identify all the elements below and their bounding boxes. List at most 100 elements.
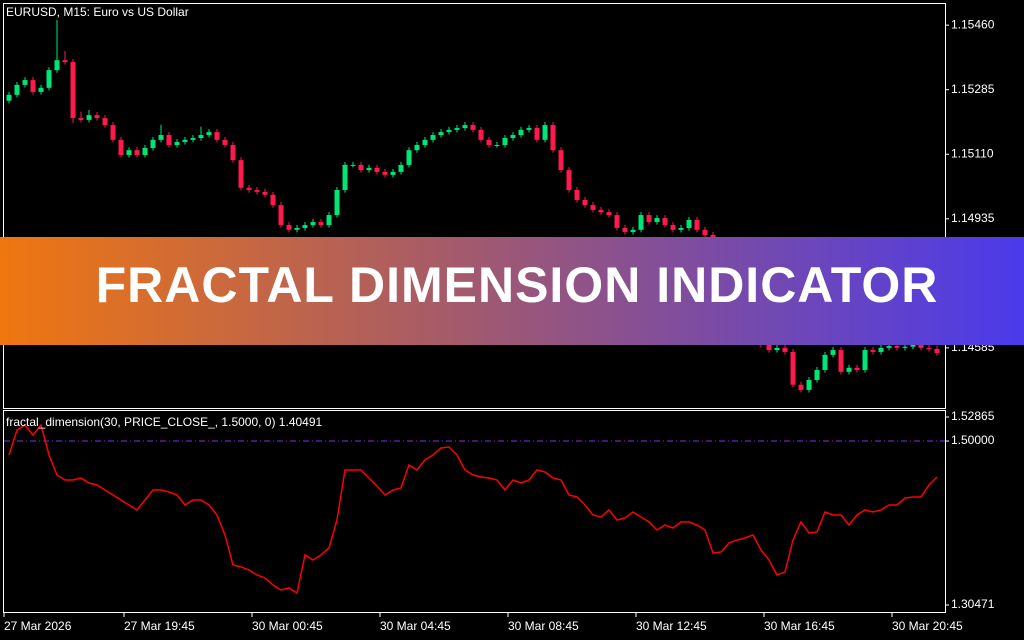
candle-body xyxy=(438,132,444,136)
candle-body xyxy=(678,228,684,230)
candle-body xyxy=(574,190,580,200)
candle-body xyxy=(246,187,252,191)
x-tick-label: 27 Mar 2026 xyxy=(4,619,72,633)
candle-body xyxy=(694,219,700,230)
candle-body xyxy=(182,139,188,143)
candle-body xyxy=(902,346,908,348)
candle-body xyxy=(262,191,268,195)
candle-body xyxy=(198,135,204,138)
candle-body xyxy=(294,228,300,230)
candle-body xyxy=(422,139,428,146)
candle-body xyxy=(518,129,524,136)
candle-body xyxy=(414,145,420,151)
candle-body xyxy=(470,125,476,130)
candle-body xyxy=(854,367,860,371)
candle-body xyxy=(814,370,820,380)
candle-body xyxy=(598,209,604,213)
candle-body xyxy=(118,139,124,155)
candle-body xyxy=(766,344,772,351)
candle-body xyxy=(134,150,140,155)
candle-body xyxy=(654,218,660,223)
candle-body xyxy=(350,164,356,166)
candle-body xyxy=(62,60,68,63)
candle-body xyxy=(254,190,260,192)
candle-body xyxy=(918,344,924,348)
candle-body xyxy=(870,350,876,352)
candle-body xyxy=(774,347,780,351)
candle-body xyxy=(70,62,76,119)
candle-body xyxy=(926,347,932,349)
candle-body xyxy=(630,229,636,233)
candle-body xyxy=(822,354,828,371)
y-tick-label: 1.52865 xyxy=(951,409,995,423)
indicator-title: fractal_dimension(30, PRICE_CLOSE_, 1.50… xyxy=(6,415,323,429)
price-panel xyxy=(3,3,946,409)
banner-background xyxy=(0,237,1024,345)
level-label: 1.50000 xyxy=(951,433,995,447)
x-tick-label: 30 Mar 04:45 xyxy=(380,619,451,633)
candle-body xyxy=(270,194,276,206)
x-tick-label: 30 Mar 08:45 xyxy=(508,619,579,633)
y-tick-label: 1.30471 xyxy=(951,597,995,611)
candle-body xyxy=(894,346,900,348)
candle-body xyxy=(502,138,508,146)
y-tick-label: 1.15285 xyxy=(951,82,995,96)
x-tick-label: 30 Mar 20:45 xyxy=(892,619,963,633)
candle-body xyxy=(430,135,436,140)
candle-body xyxy=(158,135,164,140)
candle-body xyxy=(150,139,156,148)
candle-body xyxy=(510,135,516,138)
indicator-line xyxy=(8,423,938,595)
candle-body xyxy=(310,222,316,226)
candle-body xyxy=(166,135,172,146)
candle-body xyxy=(126,150,132,155)
candle-body xyxy=(342,164,348,191)
candle-body xyxy=(462,125,468,129)
candle-body xyxy=(590,205,596,210)
banner-title: FRACTAL DIMENSION INDICATOR xyxy=(96,257,939,313)
candle-body xyxy=(406,150,412,165)
candle-body xyxy=(78,118,84,120)
candle-body xyxy=(790,351,796,385)
candle-body xyxy=(478,129,484,140)
candle-body xyxy=(102,118,108,126)
candle-body xyxy=(214,132,220,140)
candle-body xyxy=(190,138,196,140)
banner: FRACTAL DIMENSION INDICATOR xyxy=(0,237,1024,345)
candle-body xyxy=(326,215,332,226)
candle-body xyxy=(486,139,492,146)
candle-body xyxy=(398,164,404,172)
candle-body xyxy=(54,60,60,71)
candle-body xyxy=(806,379,812,390)
candle-body xyxy=(542,125,548,140)
candle-body xyxy=(38,87,44,92)
candle-body xyxy=(110,125,116,140)
candle-body xyxy=(638,215,644,230)
indicator-panel xyxy=(3,410,946,613)
candle-body xyxy=(702,229,708,236)
candle-body xyxy=(318,222,324,226)
x-tick-label: 27 Mar 19:45 xyxy=(124,619,195,633)
candle-body xyxy=(286,225,292,230)
candle-body xyxy=(662,218,668,226)
candle-body xyxy=(886,346,892,348)
candle-body xyxy=(566,170,572,191)
candle-body xyxy=(374,167,380,172)
candle-body xyxy=(446,129,452,133)
candle-body xyxy=(782,347,788,352)
candle-body xyxy=(582,199,588,206)
candle-body xyxy=(22,80,28,85)
candle-body xyxy=(934,348,940,354)
candle-body xyxy=(526,128,532,130)
candle-body xyxy=(862,350,868,371)
candle-body xyxy=(382,171,388,175)
candle-body xyxy=(454,128,460,130)
candle-body xyxy=(614,215,620,228)
candle-body xyxy=(86,115,92,120)
y-tick-label: 1.14935 xyxy=(951,211,995,225)
candle-body xyxy=(278,205,284,226)
candle-body xyxy=(142,147,148,155)
candle-body xyxy=(206,132,212,136)
candle-body xyxy=(14,84,20,95)
